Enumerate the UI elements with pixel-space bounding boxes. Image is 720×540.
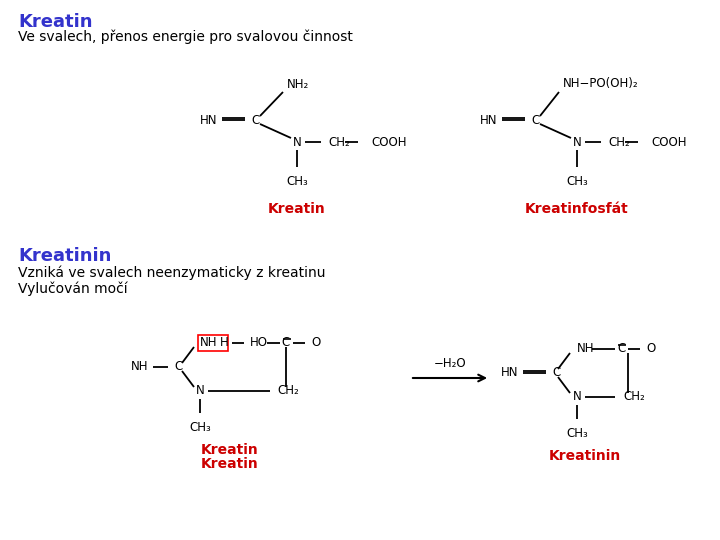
Text: CH₃: CH₃ xyxy=(566,427,588,440)
Text: C: C xyxy=(174,361,182,374)
Text: Kreatin: Kreatin xyxy=(268,202,326,216)
Text: NH₂: NH₂ xyxy=(287,78,310,91)
Text: CH₂: CH₂ xyxy=(623,390,644,403)
Text: −H₂O: −H₂O xyxy=(433,357,467,370)
Text: Kreatinin: Kreatinin xyxy=(549,449,621,463)
Text: C: C xyxy=(552,367,560,380)
Text: HN: HN xyxy=(500,367,518,380)
Text: H: H xyxy=(220,336,229,349)
Text: O: O xyxy=(311,336,320,349)
Text: CH₂: CH₂ xyxy=(608,136,630,148)
Text: CH₃: CH₃ xyxy=(189,421,211,434)
Text: C: C xyxy=(531,113,539,126)
Text: Kreatinfosfát: Kreatinfosfát xyxy=(525,202,629,216)
Text: N: N xyxy=(572,390,581,403)
Text: NH: NH xyxy=(130,361,148,374)
Text: NH: NH xyxy=(200,336,217,349)
Text: Kreatinin: Kreatinin xyxy=(18,247,112,265)
Text: O: O xyxy=(646,342,655,355)
Text: Kreatin: Kreatin xyxy=(201,457,259,471)
Text: Vylučován močí: Vylučován močí xyxy=(18,281,127,295)
Text: CH₂: CH₂ xyxy=(277,384,299,397)
Text: HN: HN xyxy=(199,113,217,126)
Text: COOH: COOH xyxy=(651,136,686,148)
Text: N: N xyxy=(572,136,581,148)
Text: HO: HO xyxy=(250,336,268,349)
Text: Ve svalech, přenos energie pro svalovou činnost: Ve svalech, přenos energie pro svalovou … xyxy=(18,30,353,44)
Text: CH₃: CH₃ xyxy=(286,175,308,188)
Text: NH: NH xyxy=(577,342,595,355)
Bar xyxy=(198,335,228,351)
Text: CH₃: CH₃ xyxy=(566,175,588,188)
Text: N: N xyxy=(292,136,302,148)
Text: Kreatin: Kreatin xyxy=(201,443,259,457)
Text: C: C xyxy=(617,342,625,355)
Text: C: C xyxy=(282,336,290,349)
Text: COOH: COOH xyxy=(371,136,407,148)
Text: N: N xyxy=(196,384,204,397)
Text: C: C xyxy=(251,113,259,126)
Text: Kreatin: Kreatin xyxy=(18,13,92,31)
Text: CH₂: CH₂ xyxy=(328,136,350,148)
Text: HN: HN xyxy=(480,113,497,126)
Text: Vzniká ve svalech neenzymaticky z kreatinu: Vzniká ve svalech neenzymaticky z kreati… xyxy=(18,265,325,280)
Text: NH−PO(OH)₂: NH−PO(OH)₂ xyxy=(563,78,639,91)
